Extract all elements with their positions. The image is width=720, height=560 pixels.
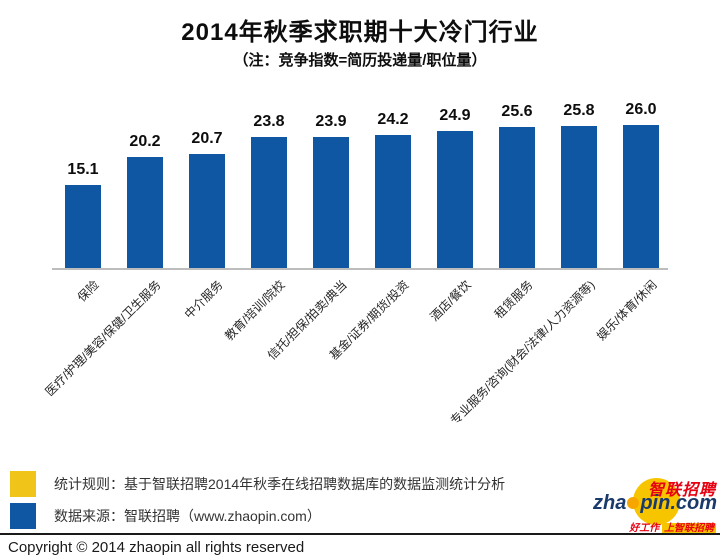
- logo-cn-name: 智联招聘: [647, 482, 716, 499]
- logo-orange-dot-icon: [627, 497, 640, 509]
- logo-tagline: 好工作 上智联招聘: [629, 519, 716, 534]
- zhaopin-logo: 智联招聘 zha pin.com 好工作 上智联招聘: [593, 474, 718, 534]
- bar-value-label: 15.1: [67, 161, 99, 178]
- chart-title: 2014年秋季求职期十大冷门行业: [181, 19, 539, 46]
- x-axis-line: [52, 268, 668, 270]
- bar-value-label: 23.9: [315, 113, 347, 130]
- bar: [127, 157, 163, 268]
- legend-rule-text: 统计规则：基于智联招聘2014年秋季在线招聘数据库的数据监测统计分析: [54, 476, 506, 492]
- bar-value-label: 25.6: [501, 103, 533, 120]
- footer-divider: [0, 533, 720, 535]
- legend-swatch-rule: [10, 471, 36, 497]
- bar-value-label: 25.8: [563, 102, 595, 119]
- bar: [499, 127, 535, 268]
- bar-value-label: 24.2: [377, 111, 409, 128]
- chart-subtitle: （注：竞争指数=简历投递量/职位量）: [233, 52, 487, 69]
- bar-value-label: 20.2: [129, 133, 161, 150]
- logo-tagline-left: 好工作: [629, 523, 660, 534]
- bar: [623, 125, 659, 268]
- bar-value-label: 26.0: [625, 101, 657, 118]
- bar: [561, 126, 597, 268]
- bar: [375, 135, 411, 268]
- logo-tagline-right: 上智联招聘: [662, 523, 716, 534]
- logo-brand-text: zha pin.com: [593, 492, 717, 515]
- bar: [251, 137, 287, 268]
- logo-brand-suffix: pin.com: [640, 492, 717, 514]
- logo-brand-prefix: zha: [592, 492, 627, 514]
- bar-value-label: 24.9: [439, 107, 471, 124]
- bar-value-label: 23.8: [253, 113, 285, 130]
- legend-row-rule: 统计规则：基于智联招聘2014年秋季在线招聘数据库的数据监测统计分析: [10, 471, 505, 497]
- bar-value-label: 20.7: [191, 130, 223, 147]
- legend-row-source: 数据来源：智联招聘（www.zhaopin.com）: [10, 503, 505, 529]
- bar: [65, 185, 101, 268]
- legend: 统计规则：基于智联招聘2014年秋季在线招聘数据库的数据监测统计分析 数据来源：…: [10, 471, 505, 535]
- logo-yellow-circle-icon: [633, 478, 680, 525]
- bar: [313, 137, 349, 268]
- copyright-text: Copyright © 2014 zhaopin all rights rese…: [8, 539, 305, 556]
- bar: [189, 154, 225, 268]
- legend-swatch-source: [10, 503, 36, 529]
- legend-source-text: 数据来源：智联招聘（www.zhaopin.com）: [54, 508, 321, 524]
- bar: [437, 131, 473, 268]
